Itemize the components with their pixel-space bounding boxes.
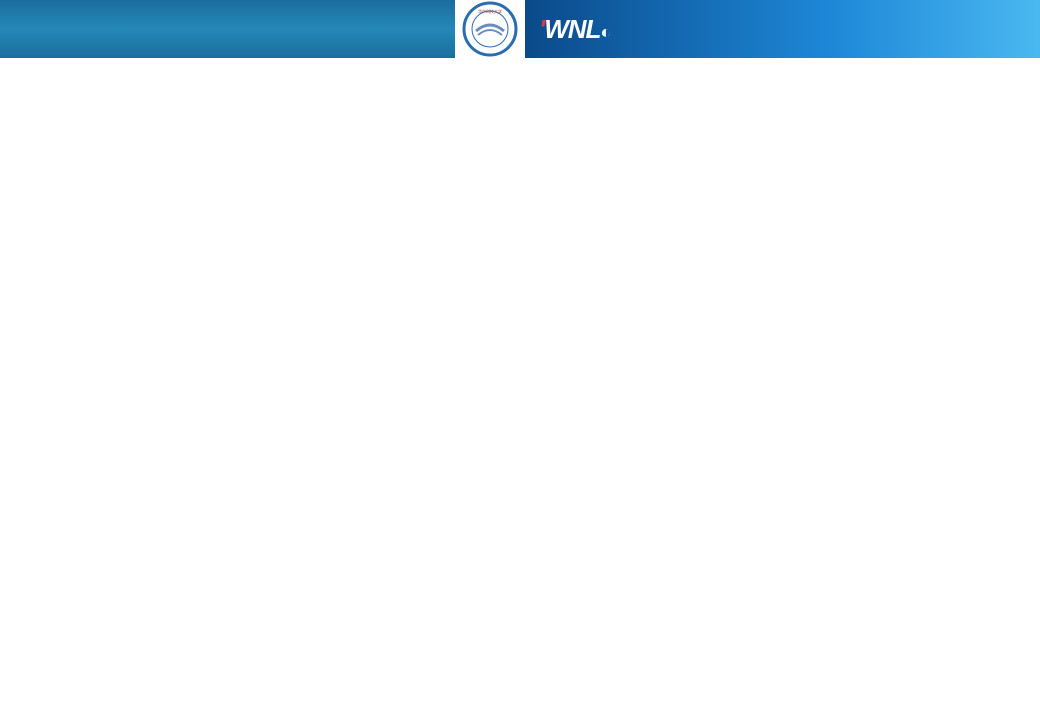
right-lab-banner: 'WNL◐ — [525, 0, 1040, 58]
sine-wave-diagram — [340, 394, 590, 434]
header-banner: 华中科技大学 'WNL◐ — [0, 0, 1040, 58]
left-university-banner — [0, 0, 455, 58]
wnl-logo-icon: 'WNL◐ — [539, 14, 610, 45]
sinc-plot-diagram — [348, 256, 578, 366]
optical-column-diagram — [620, 86, 1020, 516]
svg-text:华中科技大学: 华中科技大学 — [478, 8, 502, 14]
square-wave-diagram — [345, 194, 585, 230]
slide-content — [0, 86, 1040, 606]
university-seal-icon: 华中科技大学 — [455, 0, 525, 58]
